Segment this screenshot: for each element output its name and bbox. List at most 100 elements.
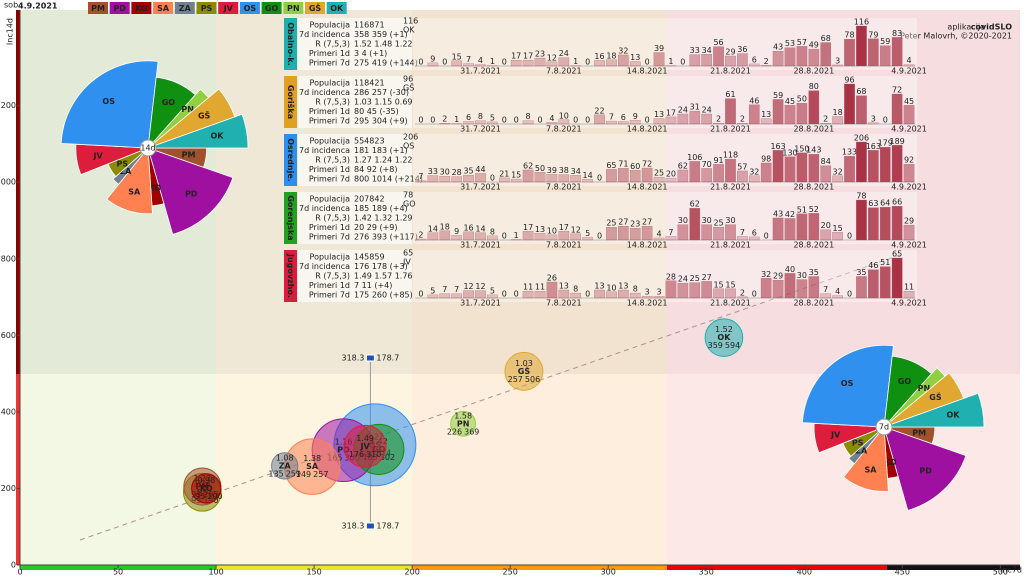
region-button-label[interactable]: PD <box>113 4 126 13</box>
flag <box>365 522 375 530</box>
panel-plot-bg <box>413 134 917 186</box>
region-button-label[interactable]: OK <box>330 4 344 13</box>
bar <box>629 170 641 183</box>
bar <box>689 208 701 241</box>
bar-label: 116 <box>854 18 869 27</box>
x-tick-label: 28.8.2021 <box>793 183 834 192</box>
bar <box>879 45 891 67</box>
bubble-name: PD <box>337 446 350 455</box>
bar-label: 0 <box>514 290 519 299</box>
x-tick-label: 7.8.2021 <box>546 183 582 192</box>
bar-label: 84 <box>821 157 831 166</box>
bar-label: 11 <box>535 283 545 292</box>
region-button[interactable] <box>131 2 152 14</box>
bar-label: 12 <box>463 282 473 291</box>
region-button[interactable] <box>305 2 325 14</box>
bar <box>879 147 891 183</box>
bar <box>677 113 689 125</box>
region-button[interactable] <box>218 2 239 14</box>
region-button[interactable] <box>88 2 108 14</box>
bar <box>701 168 712 183</box>
bar-label: 62 <box>678 161 688 170</box>
rose-label: PM <box>912 428 926 437</box>
region-button-label[interactable]: ZA <box>179 4 192 13</box>
bar <box>725 158 736 183</box>
bar-label: 13 <box>559 282 569 291</box>
bubble-r: 1.52 <box>715 325 733 334</box>
bubble-x: 226 <box>447 427 462 436</box>
scale-strip <box>887 565 1020 570</box>
x-tick-label: 31.7.2021 <box>460 125 501 134</box>
info-value: 20 29 (+9) <box>354 223 397 232</box>
bar-label: 15 <box>713 280 723 289</box>
bar-label: 1 <box>573 57 578 66</box>
region-button[interactable] <box>153 2 174 14</box>
region-button[interactable] <box>239 2 260 14</box>
bar-label: 83 <box>892 29 902 38</box>
bar <box>796 103 808 125</box>
region-button[interactable] <box>196 2 217 14</box>
bar-label: 34 <box>702 46 712 55</box>
region-button[interactable] <box>109 2 130 14</box>
app: aplikacija <box>947 23 985 32</box>
bar-label: 51 <box>880 258 890 267</box>
bar <box>463 175 474 183</box>
bar <box>879 266 891 299</box>
region-button[interactable] <box>326 2 347 14</box>
region-button-label[interactable]: PN <box>287 4 300 13</box>
panel-name: Jugovzho. <box>286 253 295 298</box>
info-value: 80 45 (-35) <box>354 107 399 116</box>
bar <box>475 290 486 299</box>
bar <box>594 60 605 67</box>
rose-label: JV <box>830 430 841 439</box>
bar-label: 33 <box>690 46 700 55</box>
info-label: Primeri 1d <box>309 107 350 116</box>
rose-wedge <box>112 147 149 185</box>
x-tick-label: 7.8.2021 <box>546 125 582 134</box>
region-button-label[interactable]: PM <box>91 4 105 13</box>
scale-strip <box>16 10 20 374</box>
bar-label: 10 <box>559 111 569 120</box>
bar-label: 21 <box>499 169 509 178</box>
region-button-label[interactable]: SA <box>157 4 170 13</box>
bar <box>546 61 558 67</box>
region-button[interactable] <box>261 2 282 14</box>
region-button[interactable] <box>283 2 304 14</box>
info-label: R (7,5,3) <box>315 98 350 107</box>
info-value: 800 1014 (+214) <box>354 175 423 184</box>
bar <box>498 177 510 183</box>
region-button[interactable] <box>174 2 195 14</box>
bar <box>475 173 486 183</box>
bar-label: 45 <box>904 97 914 106</box>
bar-label: 39 <box>547 166 557 175</box>
panel-ymax: 206 <box>403 133 418 142</box>
bar-label: 17 <box>511 52 521 61</box>
bar <box>546 234 558 241</box>
bar <box>606 120 617 125</box>
bar-label: 36 <box>737 45 747 54</box>
x-tick-label: 100 <box>208 568 223 576</box>
bar <box>415 238 427 241</box>
bar-label: 17 <box>559 223 569 232</box>
panel-info-bg <box>298 18 412 70</box>
region-button-label[interactable]: JV <box>223 4 234 13</box>
region-button-label[interactable]: PS <box>201 4 213 13</box>
marker-y-label: 318.3 <box>341 522 364 531</box>
info-label: Primeri 7d <box>309 233 350 242</box>
region-button-label[interactable]: GO <box>265 4 279 13</box>
region-button-label[interactable]: KO <box>135 4 148 13</box>
bar <box>796 46 808 67</box>
bar-label: 12 <box>547 53 557 62</box>
bar-label: 5 <box>430 286 435 295</box>
region-button-label[interactable]: OS <box>244 4 257 13</box>
bar <box>796 152 808 183</box>
info-value: 116871 <box>354 21 385 30</box>
bar-label: 38 <box>559 166 569 175</box>
bar-label: 9 <box>633 112 638 121</box>
band <box>412 10 667 374</box>
bar-label: 1 <box>668 57 673 66</box>
bar-label: 46 <box>749 96 759 105</box>
x-tick-label: 31.7.2021 <box>460 183 501 192</box>
region-button-label[interactable]: GŠ <box>309 2 322 13</box>
bar-label: 46 <box>868 261 878 270</box>
